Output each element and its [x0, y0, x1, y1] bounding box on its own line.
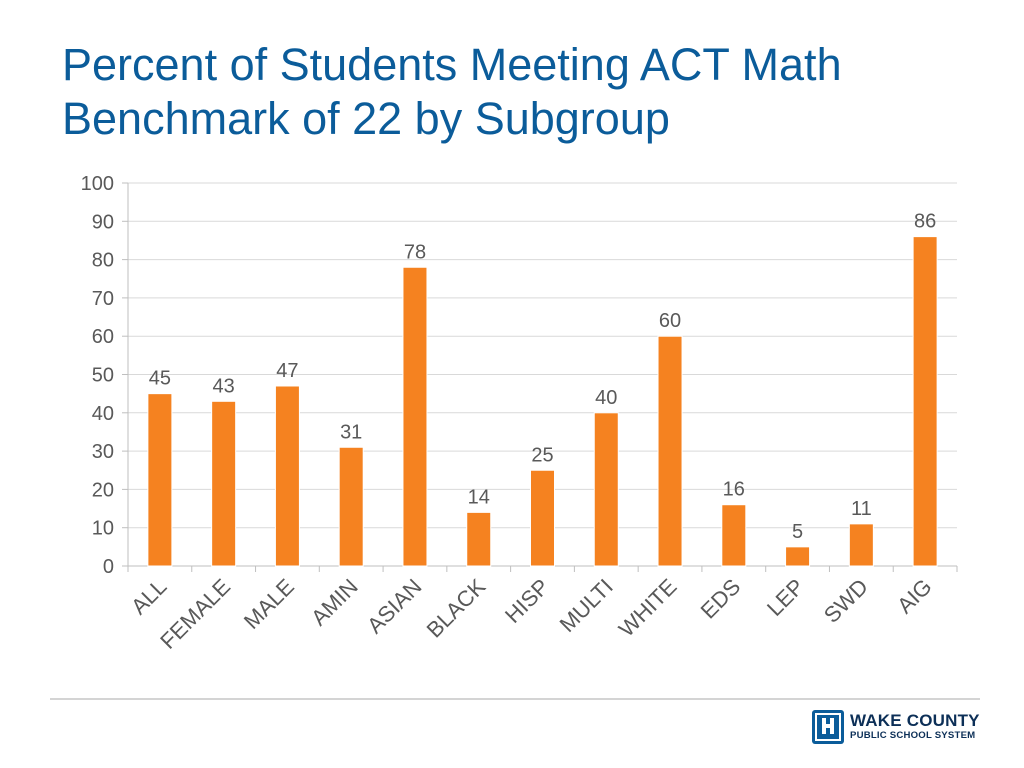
data-label: 16 — [723, 479, 745, 501]
y-tick-label: 50 — [92, 365, 114, 387]
x-tick-label: ALL — [126, 574, 171, 619]
data-label: 45 — [149, 368, 171, 390]
bar — [147, 393, 173, 567]
x-tick-label: SWD — [819, 574, 873, 628]
page-title-line-2: Benchmark of 22 by Subgroup — [62, 93, 670, 144]
y-tick-label: 80 — [92, 250, 114, 272]
y-tick-label: 100 — [81, 173, 114, 195]
data-label: 60 — [659, 310, 681, 332]
logo-line-1: WAKE COUNTY — [850, 711, 980, 730]
x-tick-label: ASIAN — [362, 574, 426, 638]
bar — [274, 385, 300, 567]
x-tick-label: AIG — [892, 574, 936, 618]
page-title: Percent of Students Meeting ACT Math Ben… — [62, 38, 1002, 146]
bar — [402, 266, 428, 567]
bar — [721, 504, 747, 567]
bar — [848, 523, 874, 567]
data-label: 14 — [468, 486, 490, 508]
x-tick-label: MULTI — [555, 574, 618, 637]
y-tick-label: 0 — [103, 556, 114, 578]
bar — [466, 511, 492, 567]
data-label: 43 — [213, 375, 235, 397]
logo: WAKE COUNTY PUBLIC SCHOOL SYSTEM — [812, 710, 987, 746]
bar — [338, 446, 364, 567]
x-tick-label: BLACK — [422, 574, 491, 643]
data-label: 5 — [792, 521, 803, 543]
x-tick-label: AMIN — [306, 574, 363, 631]
data-label: 86 — [914, 211, 936, 233]
y-tick-label: 30 — [92, 441, 114, 463]
data-label: 31 — [340, 421, 362, 443]
x-tick-label: WHITE — [614, 574, 682, 642]
data-label: 47 — [276, 360, 298, 382]
logo-text: WAKE COUNTY PUBLIC SCHOOL SYSTEM — [850, 712, 980, 742]
data-label: 11 — [851, 498, 872, 520]
bar — [785, 546, 811, 567]
bar — [593, 412, 619, 567]
y-tick-label: 10 — [92, 518, 114, 540]
logo-line-2: PUBLIC SCHOOL SYSTEM — [850, 730, 976, 741]
x-tick-label: LEP — [762, 574, 809, 621]
bar-chart: 0 10 20 30 40 50 60 70 80 90 100 45 ALL 43 FEMALE 47 MAL… — [81, 173, 958, 654]
page-title-line-1: Percent of Students Meeting ACT Math — [62, 39, 842, 90]
bar — [211, 400, 237, 567]
bar — [530, 469, 555, 567]
y-tick-label: 60 — [92, 326, 114, 348]
footer-divider — [50, 698, 980, 700]
x-tick-label: HISP — [500, 574, 554, 628]
bar — [657, 335, 683, 567]
x-tick-label: MALE — [239, 574, 299, 634]
wcpss-logo-icon — [812, 710, 844, 744]
data-label: 40 — [595, 387, 617, 409]
y-tick-label: 20 — [92, 479, 114, 501]
y-tick-label: 70 — [92, 288, 114, 310]
x-tick-label: EDS — [696, 574, 746, 624]
y-tick-label: 90 — [92, 211, 114, 233]
bar — [912, 236, 938, 567]
x-tick-label: FEMALE — [155, 574, 235, 654]
y-tick-label: 40 — [92, 403, 114, 425]
data-label: 25 — [531, 444, 553, 466]
data-label: 78 — [404, 241, 426, 263]
